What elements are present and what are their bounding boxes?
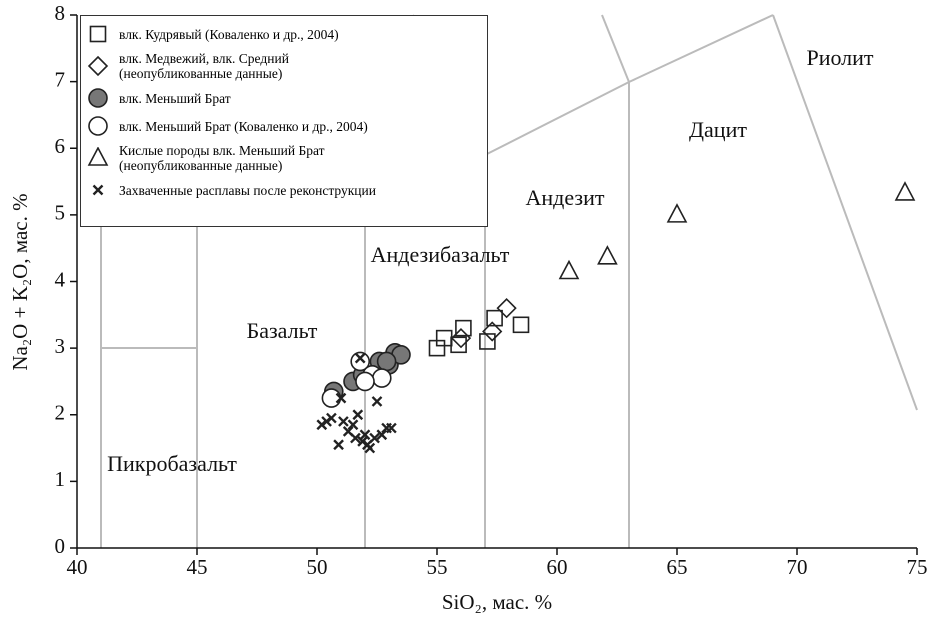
legend-marker [92, 184, 104, 196]
marker-circle [376, 351, 397, 372]
marker-square [512, 316, 530, 334]
y-tick-label: 3 [55, 334, 66, 358]
x-tick-label: 70 [787, 555, 808, 579]
marker-square [486, 309, 503, 327]
legend: влк. Кудрявый (Коваленко и др., 2004) влк… [80, 15, 488, 227]
field-label: Риолит [806, 45, 873, 70]
y-tick-label: 5 [55, 201, 66, 225]
y-tick-label: 4 [55, 267, 66, 291]
marker-circle [355, 371, 375, 392]
legend-label: влк. Меньший Брат [119, 90, 231, 106]
legend-label: Кислые породы влк. Меньший Брат (неопубл… [119, 143, 325, 173]
y-tick-label: 2 [55, 401, 66, 425]
legend-entry: Захваченные расплавы после реконструкции [87, 179, 481, 201]
marker-diamond [87, 55, 109, 77]
field-label: Андезит [526, 185, 605, 210]
marker-square [455, 319, 472, 337]
marker-x [376, 429, 388, 441]
marker-triangle [87, 147, 109, 166]
marker-diamond [482, 321, 503, 342]
x-tick-label: 45 [187, 555, 208, 579]
legend-label: Захваченные расплавы после реконструкции [119, 182, 376, 198]
marker-diamond [450, 327, 472, 349]
marker-circle [88, 88, 108, 108]
marker-x [333, 439, 344, 451]
marker-x [347, 419, 359, 431]
legend-label: влк. Меньший Брат (Коваленко и др., 2004… [119, 118, 368, 134]
marker-x [386, 422, 397, 434]
legend-marker [87, 147, 109, 166]
legend-label: влк. Медвежий, влк. Средний (неопубликов… [119, 51, 289, 81]
field-label: Пикробазальт [107, 451, 237, 476]
marker-circle [88, 116, 108, 136]
marker-x [326, 412, 337, 424]
y-tick-label: 8 [55, 1, 66, 25]
y-tick-label: 1 [55, 467, 66, 491]
marker-x [92, 184, 104, 196]
x-tick-label: 65 [667, 555, 688, 579]
legend-label: влк. Кудрявый (Коваленко и др., 2004) [119, 26, 339, 42]
marker-square [89, 25, 107, 43]
legend-entry: влк. Медвежий, влк. Средний (неопубликов… [87, 51, 481, 81]
marker-x [335, 392, 347, 404]
legend-marker [89, 25, 107, 43]
marker-square [450, 336, 467, 354]
x-tick-label: 60 [547, 555, 568, 579]
field-label: Дацит [689, 117, 747, 142]
marker-x [362, 439, 373, 451]
marker-x [354, 352, 366, 364]
marker-triangle [894, 181, 916, 201]
marker-x [350, 432, 361, 444]
legend-marker [87, 55, 109, 77]
marker-x [338, 416, 349, 427]
marker-square [479, 333, 496, 350]
x-tick-label: 75 [907, 555, 928, 579]
marker-circle [371, 368, 392, 388]
marker-circle [321, 388, 342, 408]
legend-entry: влк. Меньший Брат (Коваленко и др., 2004… [87, 115, 481, 137]
x-tick-label: 55 [427, 555, 448, 579]
x-tick-label: 40 [67, 555, 88, 579]
x-tick-label: 50 [307, 555, 328, 579]
marker-x [359, 429, 371, 441]
y-axis-label: Na₂O + K₂O, мас. % [8, 193, 32, 370]
marker-circle [350, 351, 371, 372]
marker-triangle [597, 245, 618, 265]
legend-entry: Кислые породы влк. Меньший Брат (неопубл… [87, 143, 481, 173]
marker-triangle [666, 203, 688, 223]
legend-entry: влк. Меньший Брат [87, 87, 481, 109]
marker-x [371, 396, 383, 407]
y-tick-label: 0 [55, 534, 66, 558]
y-tick-label: 7 [55, 67, 66, 91]
field-label: Базальт [247, 318, 318, 343]
marker-triangle [558, 259, 580, 280]
field-label: Андезибазальт [371, 242, 510, 267]
marker-diamond [496, 298, 517, 319]
legend-marker [88, 88, 108, 108]
legend-entry: влк. Кудрявый (Коваленко и др., 2004) [87, 23, 481, 45]
y-tick-label: 6 [55, 134, 66, 158]
marker-x [352, 409, 364, 421]
legend-marker [88, 116, 108, 136]
x-axis-label: SiO₂, мас. % [442, 590, 552, 614]
